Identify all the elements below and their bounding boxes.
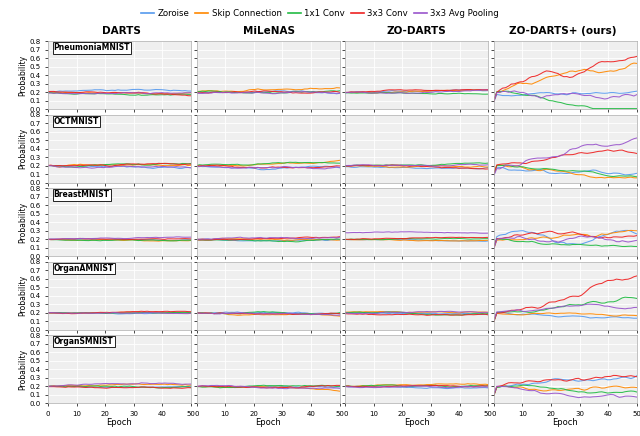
X-axis label: Epoch: Epoch <box>404 418 429 427</box>
X-axis label: Epoch: Epoch <box>107 418 132 427</box>
Y-axis label: Probability: Probability <box>19 55 28 96</box>
Y-axis label: Probability: Probability <box>19 349 28 390</box>
Y-axis label: Probability: Probability <box>19 128 28 170</box>
Y-axis label: Probability: Probability <box>19 275 28 317</box>
X-axis label: Epoch: Epoch <box>552 418 578 427</box>
X-axis label: Epoch: Epoch <box>255 418 281 427</box>
Text: BreastMNIST: BreastMNIST <box>54 191 109 199</box>
Text: ZO-DARTS: ZO-DARTS <box>386 26 446 36</box>
Text: DARTS: DARTS <box>102 26 141 36</box>
Text: OrganSMNIST: OrganSMNIST <box>54 337 113 346</box>
Legend: Zoroise, Skip Connection, 1x1 Conv, 3x3 Conv, 3x3 Avg Pooling: Zoroise, Skip Connection, 1x1 Conv, 3x3 … <box>138 5 502 21</box>
Text: MiLeNAS: MiLeNAS <box>243 26 295 36</box>
Text: OCTMNIST: OCTMNIST <box>54 117 99 126</box>
Text: OrganAMNIST: OrganAMNIST <box>54 264 114 273</box>
Y-axis label: Probability: Probability <box>19 202 28 243</box>
Text: ZO-DARTS+ (ours): ZO-DARTS+ (ours) <box>509 26 617 36</box>
Text: PneumoniaMNIST: PneumoniaMNIST <box>54 44 130 52</box>
